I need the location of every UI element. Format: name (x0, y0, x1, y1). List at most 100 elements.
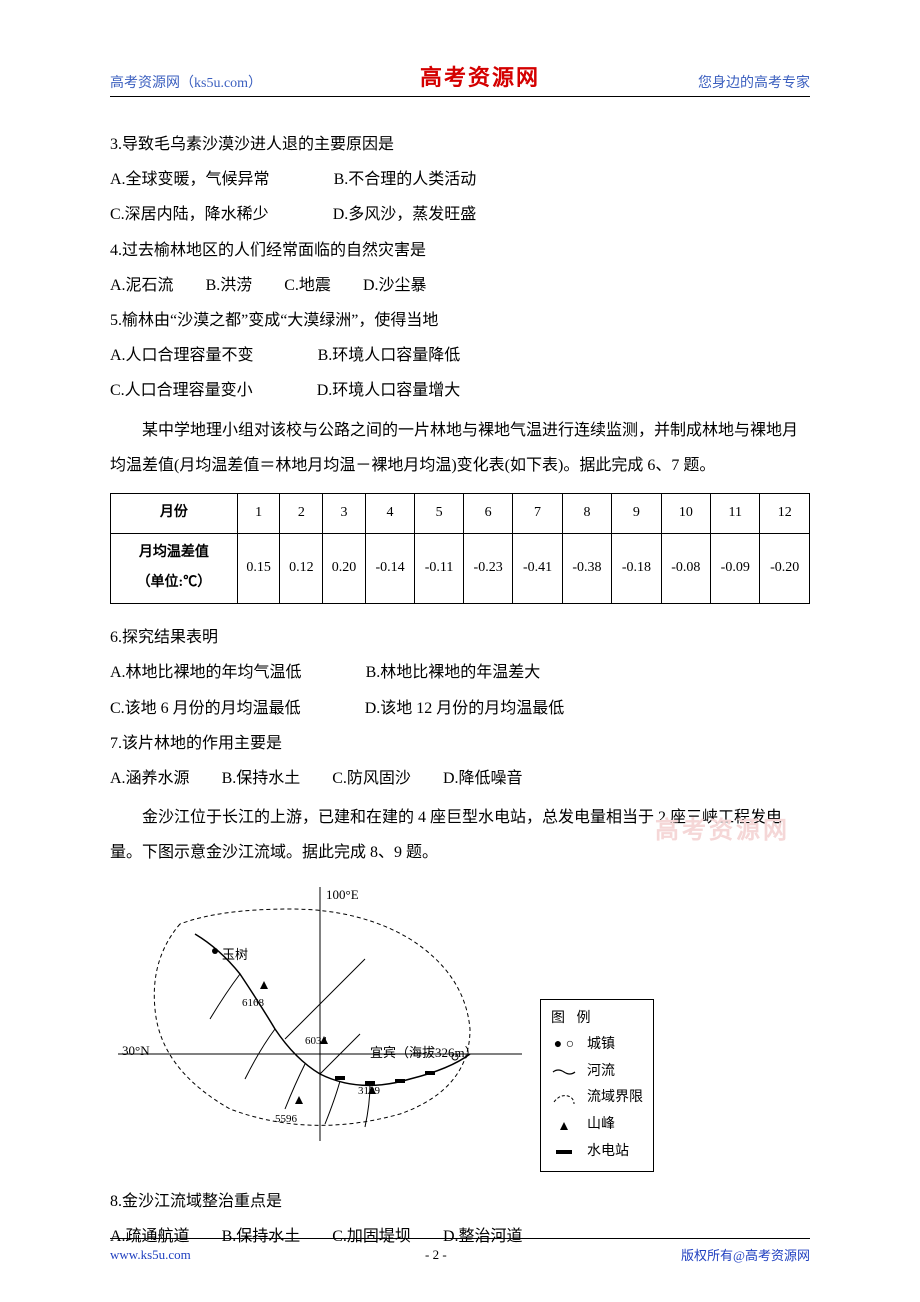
jinshajiang-map: 100°E 30°N 玉树 宜宾（海拔326m） 6168 6034 5596 … (110, 879, 530, 1149)
peak-icon (551, 1119, 577, 1131)
month-cell: 12 (760, 493, 810, 533)
q4-option-a: A.泥石流 (110, 268, 174, 303)
town-icon: ● ○ (551, 1032, 577, 1059)
q6-option-c: C.该地 6 月份的月均温最低 (110, 691, 301, 726)
q4-stem: 4.过去榆林地区的人们经常面临的自然灾害是 (110, 233, 810, 268)
peak-1: 6168 (242, 991, 264, 1015)
content-body: 3.导致毛乌素沙漠沙进人退的主要原因是 A.全球变暖，气候异常 B.不合理的人类… (110, 127, 810, 1255)
header-left: 高考资源网（ks5u.com） (110, 72, 262, 92)
month-cell: 11 (711, 493, 760, 533)
q5-option-d: D.环境人口容量增大 (317, 373, 461, 408)
map-svg (110, 879, 530, 1149)
q4-option-b: B.洪涝 (206, 268, 253, 303)
value-cell: -0.08 (661, 533, 710, 604)
q7-stem: 7.该片林地的作用主要是 (110, 726, 810, 761)
footer-url: www.ks5u.com (110, 1247, 191, 1263)
q7-options: A.涵养水源 B.保持水土 C.防风固沙 D.降低噪音 (110, 761, 810, 796)
q3-options-row1: A.全球变暖，气候异常 B.不合理的人类活动 (110, 162, 810, 197)
q4-options: A.泥石流 B.洪涝 C.地震 D.沙尘暴 (110, 268, 810, 303)
temperature-table: 月份 1 2 3 4 5 6 7 8 9 10 11 12 月均温差值 （单位:… (110, 493, 810, 604)
legend-river: 河流 (551, 1059, 643, 1086)
footer-page-number: - 2 - (425, 1247, 447, 1263)
peak-2: 6034 (305, 1029, 327, 1053)
month-cell: 2 (280, 493, 323, 533)
intro-67: 某中学地理小组对该校与公路之间的一片林地与裸地气温进行连续监测，并制成林地与裸地… (110, 413, 810, 483)
value-cell: -0.41 (513, 533, 562, 604)
legend-peak-label: 山峰 (587, 1112, 615, 1139)
lat-label: 30°N (122, 1037, 150, 1066)
q5-option-c: C.人口合理容量变小 (110, 373, 253, 408)
legend-peak: 山峰 (551, 1112, 643, 1139)
map-figure: 100°E 30°N 玉树 宜宾（海拔326m） 6168 6034 5596 … (110, 879, 810, 1173)
month-cell: 3 (323, 493, 366, 533)
legend-river-label: 河流 (587, 1059, 615, 1086)
q3-stem: 3.导致毛乌素沙漠沙进人退的主要原因是 (110, 127, 810, 162)
legend-dam: 水电站 (551, 1139, 643, 1166)
q3-option-d: D.多风沙，蒸发旺盛 (333, 197, 477, 232)
header-right: 您身边的高考专家 (698, 72, 810, 92)
value-cell: 0.15 (237, 533, 280, 604)
lon-label: 100°E (326, 881, 359, 910)
q5-option-b: B.环境人口容量降低 (318, 338, 461, 373)
value-cell: -0.18 (612, 533, 661, 604)
q5-options-row2: C.人口合理容量变小 D.环境人口容量增大 (110, 373, 810, 408)
month-cell: 7 (513, 493, 562, 533)
map-legend: 图 例 ● ○ 城镇 河流 流域界限 (540, 999, 654, 1173)
months-label: 月份 (111, 493, 238, 533)
boundary-icon (551, 1092, 577, 1106)
q6-option-a: A.林地比裸地的年均气温低 (110, 655, 302, 690)
q3-option-a: A.全球变暖，气候异常 (110, 162, 270, 197)
q6-options-row2: C.该地 6 月份的月均温最低 D.该地 12 月份的月均温最低 (110, 691, 810, 726)
month-cell: 8 (562, 493, 611, 533)
value-cell: -0.11 (415, 533, 464, 604)
value-cell: -0.14 (365, 533, 414, 604)
q7-option-c: C.防风固沙 (332, 761, 411, 796)
table-row-values: 月均温差值 （单位:℃） 0.15 0.12 0.20 -0.14 -0.11 … (111, 533, 810, 604)
dam-icon (551, 1147, 577, 1157)
table-row-months: 月份 1 2 3 4 5 6 7 8 9 10 11 12 (111, 493, 810, 533)
q5-option-a: A.人口合理容量不变 (110, 338, 254, 373)
value-cell: -0.38 (562, 533, 611, 604)
q6-options-row1: A.林地比裸地的年均气温低 B.林地比裸地的年温差大 (110, 655, 810, 690)
footer-copyright: 版权所有@高考资源网 (681, 1245, 810, 1264)
q3-options-row2: C.深居内陆，降水稀少 D.多风沙，蒸发旺盛 (110, 197, 810, 232)
q7-option-a: A.涵养水源 (110, 761, 190, 796)
legend-dam-label: 水电站 (587, 1139, 629, 1166)
month-cell: 1 (237, 493, 280, 533)
q7-option-b: B.保持水土 (222, 761, 301, 796)
q6-stem: 6.探究结果表明 (110, 620, 810, 655)
month-cell: 6 (463, 493, 512, 533)
month-cell: 10 (661, 493, 710, 533)
city-yushu: 玉树 (222, 941, 248, 970)
values-label: 月均温差值 （单位:℃） (111, 533, 238, 604)
q8-stem: 8.金沙江流域整治重点是 (110, 1184, 810, 1219)
legend-town: ● ○ 城镇 (551, 1032, 643, 1059)
q3-option-c: C.深居内陆，降水稀少 (110, 197, 269, 232)
value-cell: -0.20 (760, 533, 810, 604)
peak-3: 5596 (275, 1107, 297, 1131)
legend-title: 图 例 (551, 1006, 643, 1033)
values-label-b: （单位:℃） (137, 575, 212, 590)
month-cell: 5 (415, 493, 464, 533)
month-cell: 9 (612, 493, 661, 533)
header-brand: 高考资源网 (420, 60, 540, 92)
river-icon (551, 1067, 577, 1077)
q4-option-d: D.沙尘暴 (363, 268, 427, 303)
values-label-a: 月均温差值 (139, 545, 209, 560)
page-header: 高考资源网（ks5u.com） 高考资源网 您身边的高考专家 (110, 60, 810, 97)
value-cell: -0.09 (711, 533, 760, 604)
page-footer: www.ks5u.com - 2 - 版权所有@高考资源网 (110, 1238, 810, 1264)
month-cell: 4 (365, 493, 414, 533)
value-cell: 0.20 (323, 533, 366, 604)
intro-89: 金沙江位于长江的上游，已建和在建的 4 座巨型水电站，总发电量相当于 2 座三峡… (110, 800, 810, 870)
q4-option-c: C.地震 (284, 268, 331, 303)
q3-option-b: B.不合理的人类活动 (334, 162, 477, 197)
q7-option-d: D.降低噪音 (443, 761, 523, 796)
q5-stem: 5.榆林由“沙漠之都”变成“大漠绿洲”，使得当地 (110, 303, 810, 338)
city-yibin: 宜宾（海拔326m） (370, 1039, 478, 1068)
legend-boundary: 流域界限 (551, 1085, 643, 1112)
q6-option-b: B.林地比裸地的年温差大 (366, 655, 541, 690)
q6-option-d: D.该地 12 月份的月均温最低 (365, 691, 565, 726)
value-cell: -0.23 (463, 533, 512, 604)
legend-boundary-label: 流域界限 (587, 1085, 643, 1112)
